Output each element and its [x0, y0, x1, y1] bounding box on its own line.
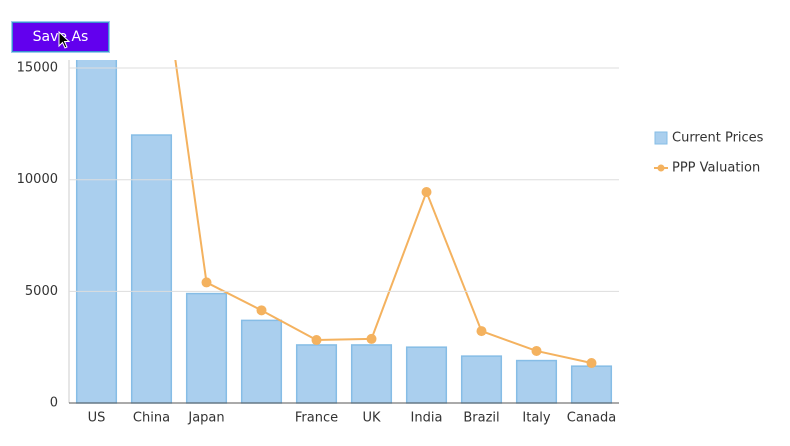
x-tick-label: Italy: [522, 411, 551, 426]
x-tick-label: India: [411, 411, 443, 426]
point: [201, 277, 212, 288]
bar: [75, 60, 118, 404]
point: [311, 335, 322, 346]
bar: [185, 292, 228, 404]
y-tick-label: 10000: [17, 172, 58, 187]
bar: [405, 346, 448, 404]
x-tick-label: Brazil: [463, 411, 499, 426]
point: [366, 333, 377, 344]
x-tick-label: Canada: [567, 411, 616, 426]
point: [531, 345, 542, 356]
point: [256, 305, 267, 316]
line: [174, 60, 592, 365]
bar: [240, 319, 283, 404]
bar: [515, 359, 558, 404]
y-tick-label: 15000: [17, 61, 58, 76]
cursor: [58, 31, 71, 49]
y-tick-label: 5000: [25, 284, 58, 299]
legend-swatch: [657, 164, 665, 172]
x-tick-label: France: [295, 411, 338, 426]
legend-label: Current Prices: [672, 131, 764, 146]
point: [586, 358, 597, 369]
x-tick-label: US: [88, 411, 106, 426]
point: [476, 326, 487, 337]
x-tick-label: China: [133, 411, 170, 426]
y-tick-label: 0: [50, 396, 58, 411]
bar: [295, 344, 338, 404]
bar: [570, 365, 613, 404]
bar: [460, 355, 503, 404]
bar: [350, 344, 393, 404]
legend-label: PPP Valuation: [672, 161, 760, 176]
point: [421, 186, 432, 197]
legend-swatch: [654, 131, 668, 145]
x-tick-label: Japan: [187, 411, 224, 426]
bar: [130, 134, 173, 404]
x-tick-label: UK: [362, 411, 381, 426]
plot-area: [75, 60, 613, 404]
